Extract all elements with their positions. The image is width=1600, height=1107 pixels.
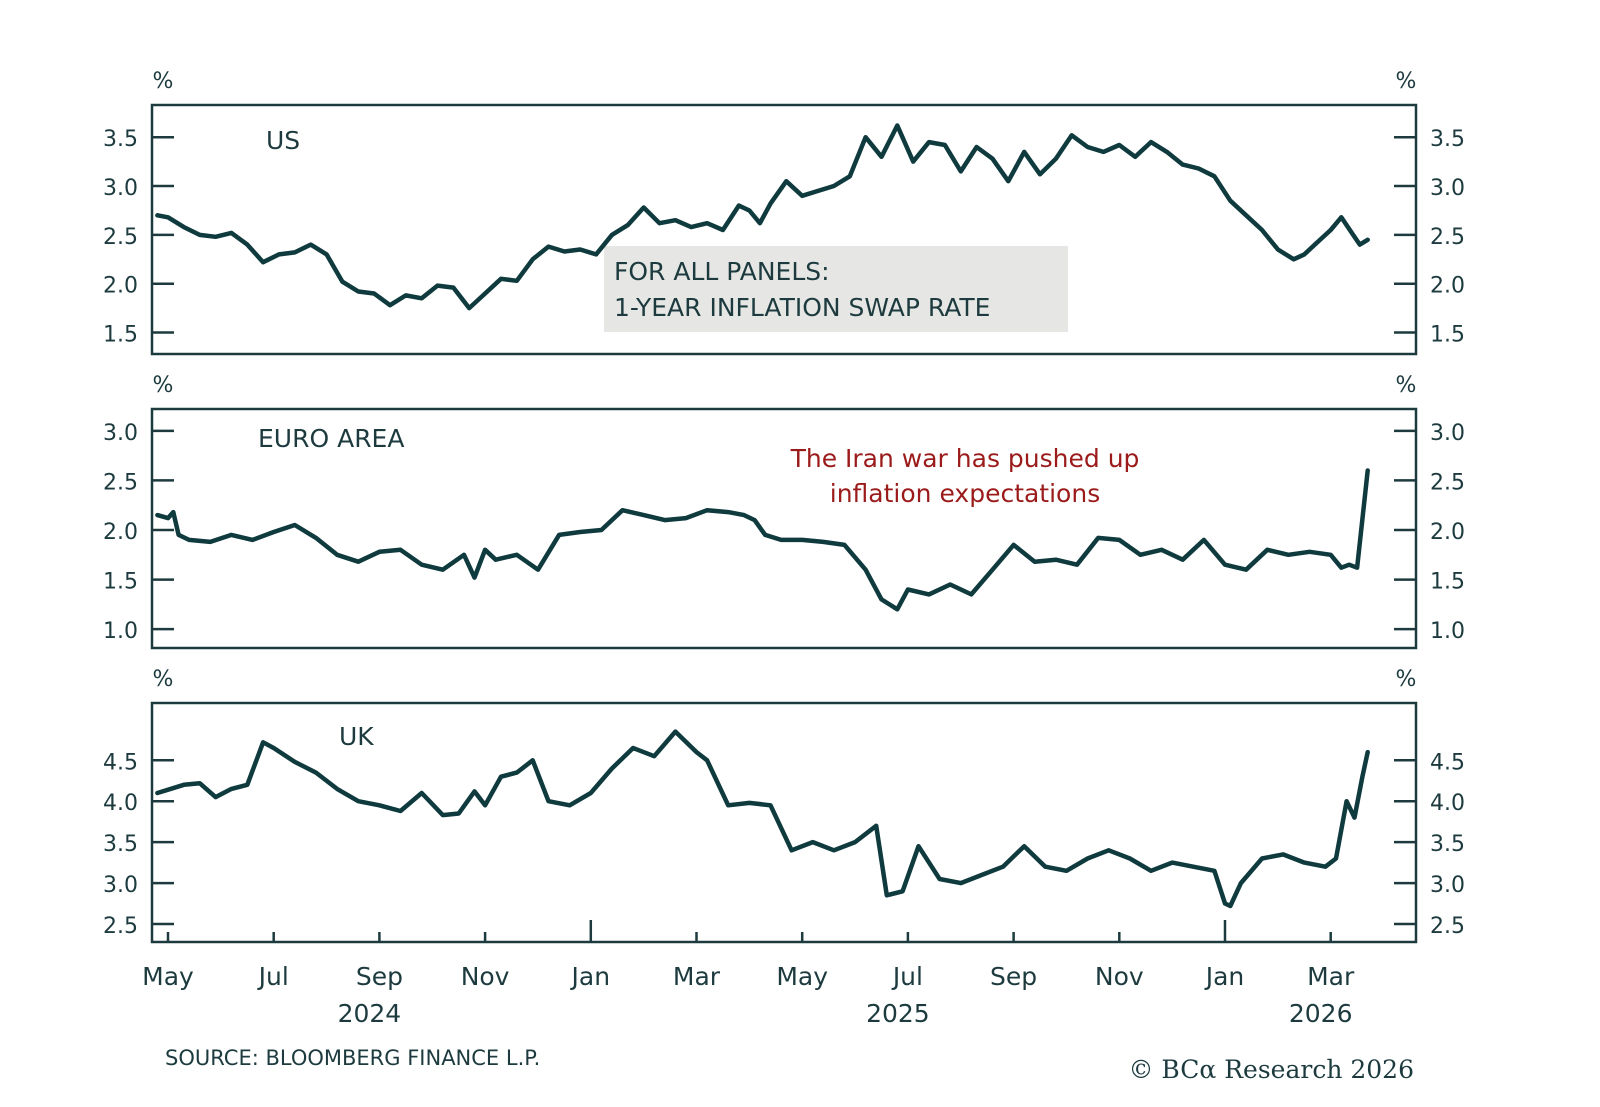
y-tick-label-left: 3.0 (103, 873, 138, 898)
x-tick-label: May (142, 962, 194, 991)
x-tick-label: Mar (1307, 962, 1355, 991)
y-tick-label-right: 1.5 (1430, 570, 1465, 595)
y-tick-label-left: 2.5 (103, 914, 138, 939)
x-tick-label: Jan (1204, 962, 1245, 991)
x-tick-label: Jul (891, 962, 923, 991)
panel-uk: % % 2.5 2.5 3.0 3.0 3.5 3.5 4.0 4.0 4.5 4.5 UK (103, 667, 1465, 944)
y-tick-label-right: 4.5 (1430, 750, 1465, 775)
annotation-line-2: 1-YEAR INFLATION SWAP RATE (614, 293, 990, 322)
y-tick-label-left: 3.0 (103, 421, 138, 446)
y-tick-label-right: 3.0 (1430, 421, 1465, 446)
plot-frame (150, 701, 1418, 944)
series-line-euro-area (155, 468, 1370, 612)
red-annotation-line-1: The Iran war has pushed up (790, 444, 1140, 473)
y-tick-label-right: 2.0 (1430, 274, 1465, 299)
series-line-us (155, 123, 1370, 311)
x-tick-label: Nov (1095, 962, 1144, 991)
red-annotation-line-2: inflation expectations (830, 479, 1100, 508)
y-unit-left: % (153, 667, 174, 692)
y-tick-label-left: 2.0 (103, 520, 138, 545)
panel-us: % % 1.5 1.5 2.0 2.0 2.5 2.5 3.0 3.0 3.5 3.5 US (103, 69, 1465, 356)
x-tick-label: Jul (257, 962, 289, 991)
x-tick-label: Sep (356, 962, 403, 991)
x-tick-label: Mar (673, 962, 721, 991)
y-tick-label-right: 2.5 (1430, 470, 1465, 495)
y-tick-label-right: 1.0 (1430, 619, 1465, 644)
y-unit-left: % (153, 373, 174, 398)
y-tick-label-left: 1.5 (103, 570, 138, 595)
y-tick-label-left: 3.0 (103, 176, 138, 201)
y-unit-right: % (1396, 373, 1417, 398)
x-tick-label: Nov (461, 962, 510, 991)
y-tick-label-right: 4.0 (1430, 791, 1465, 816)
series-line-uk (155, 729, 1370, 909)
plot-frame (150, 407, 1418, 650)
y-tick-label-right: 2.5 (1430, 225, 1465, 250)
y-tick-label-right: 2.5 (1430, 914, 1465, 939)
y-tick-label-right: 3.0 (1430, 176, 1465, 201)
y-tick-label-right: 3.5 (1430, 127, 1465, 152)
y-tick-label-right: 3.5 (1430, 832, 1465, 857)
y-tick-label-right: 2.0 (1430, 520, 1465, 545)
source-note: SOURCE: BLOOMBERG FINANCE L.P. (165, 1046, 540, 1070)
panel-title: EURO AREA (258, 424, 404, 453)
panel-title: US (266, 126, 300, 155)
annotation-line-1: FOR ALL PANELS: (614, 257, 830, 286)
copyright-note: © BCα Research 2026 (1128, 1055, 1414, 1084)
y-unit-left: % (153, 69, 174, 94)
y-tick-label-left: 3.5 (103, 832, 138, 857)
y-tick-label-left: 1.0 (103, 619, 138, 644)
plot-frame (150, 103, 1418, 356)
y-tick-label-left: 2.5 (103, 470, 138, 495)
x-year-label: 2026 (1289, 999, 1353, 1028)
y-tick-label-left: 3.5 (103, 127, 138, 152)
x-tick-label: Jan (570, 962, 611, 991)
y-tick-label-left: 2.0 (103, 274, 138, 299)
panel-title: UK (339, 722, 374, 751)
x-tick-label: May (776, 962, 828, 991)
panel-euro-area: % % 1.0 1.0 1.5 1.5 2.0 2.0 2.5 2.5 3.0 3.0 EURO ARE… (103, 373, 1465, 650)
y-tick-label-right: 3.0 (1430, 873, 1465, 898)
y-tick-label-left: 1.5 (103, 323, 138, 348)
y-tick-label-right: 1.5 (1430, 323, 1465, 348)
y-tick-label-left: 4.5 (103, 750, 138, 775)
y-unit-right: % (1396, 667, 1417, 692)
y-tick-label-left: 4.0 (103, 791, 138, 816)
y-tick-label-left: 2.5 (103, 225, 138, 250)
x-year-label: 2024 (338, 999, 402, 1028)
x-year-label: 2025 (866, 999, 930, 1028)
y-unit-right: % (1396, 69, 1417, 94)
annotation-box (604, 246, 1068, 332)
x-tick-label: Sep (990, 962, 1037, 991)
